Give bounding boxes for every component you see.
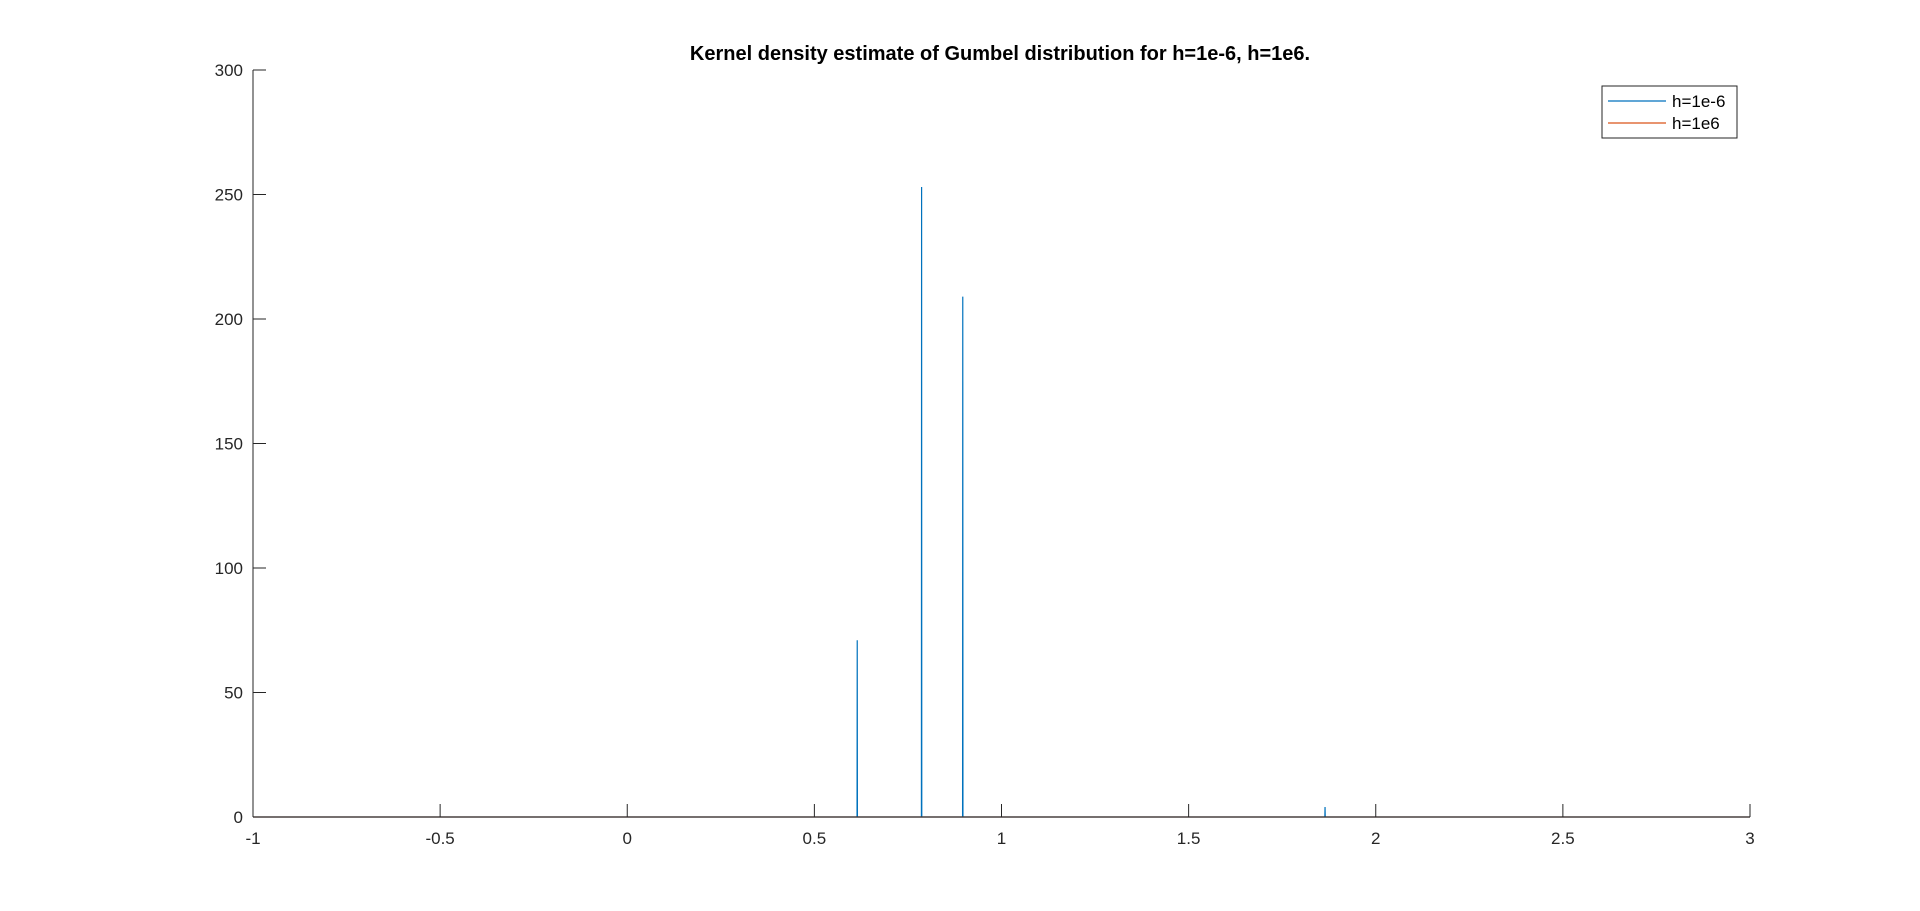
y-tick-label: 200 — [215, 310, 243, 329]
y-tick-label: 250 — [215, 186, 243, 205]
chart-title: Kernel density estimate of Gumbel distri… — [690, 43, 1310, 65]
plot-area — [253, 187, 1750, 818]
x-tick-label: 0.5 — [803, 829, 827, 848]
series-line-0 — [253, 187, 1750, 818]
legend-box — [1601, 85, 1738, 139]
x-tick-label: 2 — [1371, 829, 1380, 848]
x-tick-label: 1.5 — [1177, 829, 1201, 848]
x-tick-label: 1 — [997, 829, 1006, 848]
y-tick-label: 0 — [234, 808, 243, 827]
legend: h=1e-6 h=1e6 — [1601, 85, 1738, 139]
x-tick-label: 3 — [1745, 829, 1754, 848]
legend-label-0: h=1e-6 — [1672, 92, 1725, 111]
y-tick-label: 300 — [215, 61, 243, 80]
axes: -1 -0.5 0 0.5 1 1.5 2 2.5 3 0 50 100 150 200 250 300 — [215, 61, 1755, 848]
y-tick-label: 150 — [215, 435, 243, 454]
x-tick-label: 2.5 — [1551, 829, 1575, 848]
y-tick-label: 100 — [215, 559, 243, 578]
x-tick-label: 0 — [623, 829, 632, 848]
x-tick-label: -0.5 — [425, 829, 454, 848]
legend-label-1: h=1e6 — [1672, 114, 1720, 133]
y-tick-label: 50 — [224, 684, 243, 703]
x-tick-label: -1 — [245, 829, 260, 848]
